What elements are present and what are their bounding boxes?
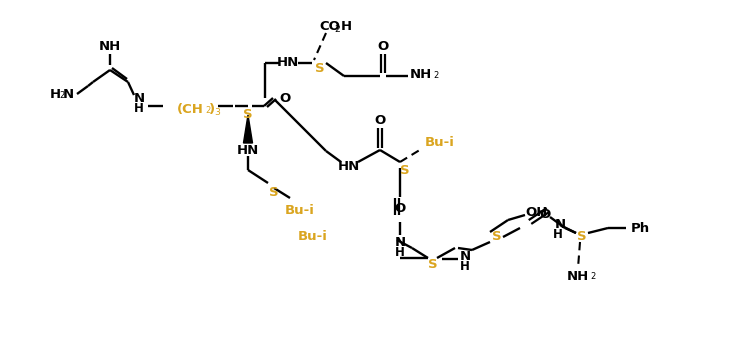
Text: O: O [279,91,290,104]
Text: N: N [133,91,144,104]
Text: $_2$: $_2$ [590,269,597,282]
Text: H: H [395,246,405,258]
Text: H: H [134,102,144,115]
Text: S: S [428,258,438,271]
Text: Ph: Ph [631,222,650,235]
Text: O: O [374,114,385,127]
Text: HN: HN [237,144,259,157]
Text: NH: NH [410,69,432,81]
Polygon shape [244,115,253,143]
Text: H: H [460,260,470,272]
Text: N: N [394,236,405,249]
Text: O: O [377,41,388,54]
Text: )$_3$: )$_3$ [208,102,222,118]
Text: N: N [459,250,471,263]
Text: HN: HN [338,161,360,174]
Text: N: N [62,89,73,102]
Text: O: O [394,202,405,214]
Text: S: S [315,61,325,74]
Text: Bu-i: Bu-i [298,231,328,243]
Text: S: S [269,186,279,198]
Text: $_2$H: $_2$H [334,19,352,34]
Text: S: S [577,229,587,242]
Text: S: S [492,231,502,243]
Text: N: N [554,218,565,231]
Text: $_2$: $_2$ [205,104,211,117]
Text: OH: OH [526,207,548,220]
Text: (CH: (CH [176,104,204,117]
Text: $_2$: $_2$ [59,89,65,102]
Text: Bu-i: Bu-i [425,135,455,148]
Text: CO: CO [319,20,340,33]
Text: $_2$: $_2$ [433,69,439,81]
Text: H: H [553,227,563,240]
Text: H: H [50,89,61,102]
Text: S: S [400,163,410,177]
Text: S: S [243,108,253,121]
Text: Bu-i: Bu-i [285,204,315,217]
Text: HN: HN [277,56,299,69]
Text: NH: NH [567,269,589,282]
Text: NH: NH [99,41,121,54]
Text: O: O [539,208,551,222]
